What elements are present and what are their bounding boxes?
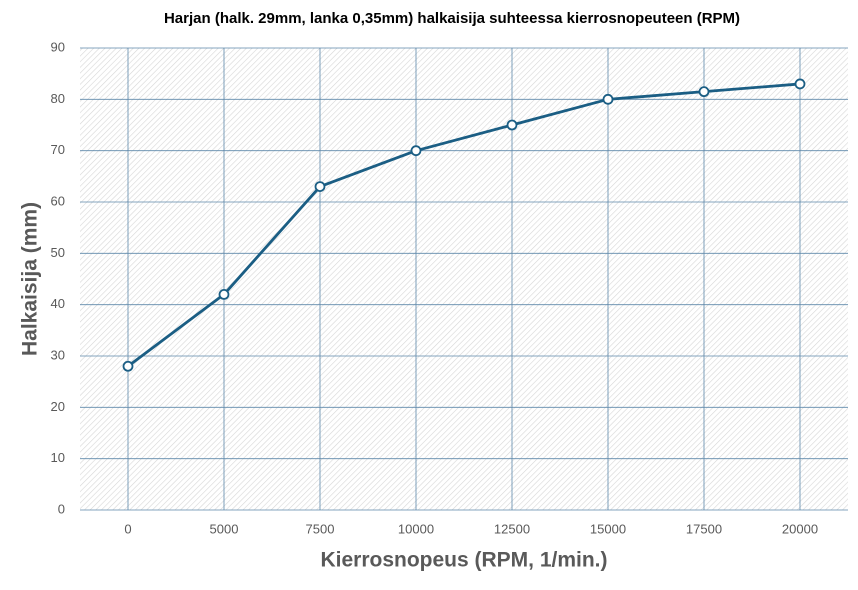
y-tick-label: 90 (51, 39, 65, 54)
y-axis-title: Halkaisija (mm) (19, 202, 42, 356)
data-point (794, 78, 806, 90)
y-tick-label: 0 (58, 501, 65, 516)
y-tick-label: 70 (51, 142, 65, 157)
y-tick-label: 20 (51, 399, 65, 414)
x-tick-label: 15000 (590, 521, 626, 536)
data-point (602, 93, 614, 105)
data-point (314, 181, 326, 193)
x-tick-label: 12500 (494, 521, 530, 536)
chart-title: Harjan (halk. 29mm, lanka 0,35mm) halkai… (164, 10, 740, 27)
data-point (122, 360, 134, 372)
y-tick-label: 80 (51, 91, 65, 106)
x-tick-label: 17500 (686, 521, 722, 536)
data-point (506, 119, 518, 131)
x-tick-label: 20000 (782, 521, 818, 536)
data-point (410, 145, 422, 157)
plot-background (80, 48, 848, 510)
x-axis-title: Kierrosnopeus (RPM, 1/min.) (320, 549, 607, 572)
x-tick-label: 7500 (306, 521, 335, 536)
data-point (218, 288, 230, 300)
y-tick-label: 30 (51, 347, 65, 362)
y-tick-label: 60 (51, 193, 65, 208)
x-tick-label: 10000 (398, 521, 434, 536)
y-tick-label: 10 (51, 450, 65, 465)
y-tick-label: 50 (51, 245, 65, 260)
y-tick-label: 40 (51, 296, 65, 311)
data-line (127, 82, 801, 368)
x-tick-label: 5000 (210, 521, 239, 536)
data-point (698, 86, 710, 98)
x-tick-label: 0 (124, 521, 131, 536)
